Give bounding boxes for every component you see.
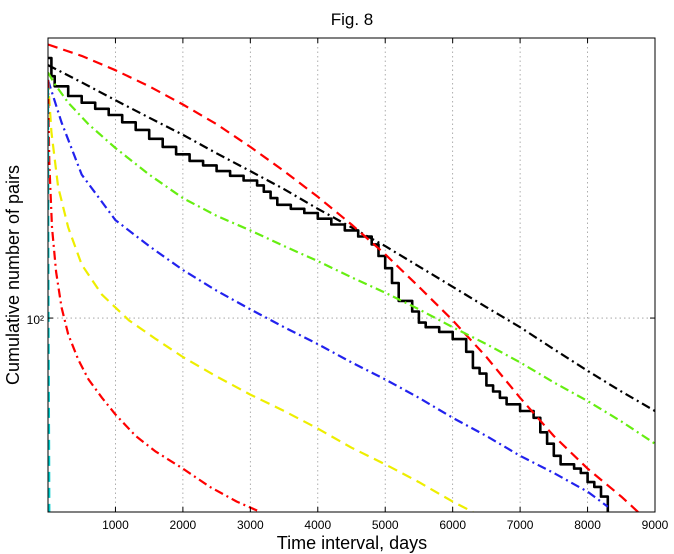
x-tick-label: 3000 bbox=[237, 518, 264, 532]
x-axis-label: Time interval, days bbox=[277, 533, 427, 553]
series-line-7 bbox=[48, 79, 261, 512]
x-tick-label: 8000 bbox=[574, 518, 601, 532]
series-line-2 bbox=[48, 64, 655, 412]
series-line-4 bbox=[48, 71, 655, 445]
y-axis-label: Cumulative number of pairs bbox=[3, 165, 23, 385]
x-tick-label: 6000 bbox=[439, 518, 466, 532]
x-tick-label: 5000 bbox=[372, 518, 399, 532]
x-tick-label: 2000 bbox=[170, 518, 197, 532]
chart-title: Fig. 8 bbox=[331, 10, 374, 29]
series-line-6 bbox=[48, 79, 474, 512]
series-line-5 bbox=[48, 79, 609, 508]
series-layer bbox=[48, 43, 655, 512]
x-tick-label: 9000 bbox=[642, 518, 669, 532]
x-tick-label: 1000 bbox=[102, 518, 129, 532]
grid-layer bbox=[48, 38, 655, 512]
tick-layer: 1000 2000 3000 4000 5000 6000 7000 8000 9000 10² bbox=[27, 38, 669, 532]
x-tick-label: 4000 bbox=[304, 518, 331, 532]
x-tick-label: 7000 bbox=[507, 518, 534, 532]
series-line-1 bbox=[48, 56, 610, 512]
series-line-3 bbox=[48, 43, 639, 512]
plot-frame bbox=[47, 37, 656, 513]
y-tick-label: 10² bbox=[27, 313, 44, 327]
